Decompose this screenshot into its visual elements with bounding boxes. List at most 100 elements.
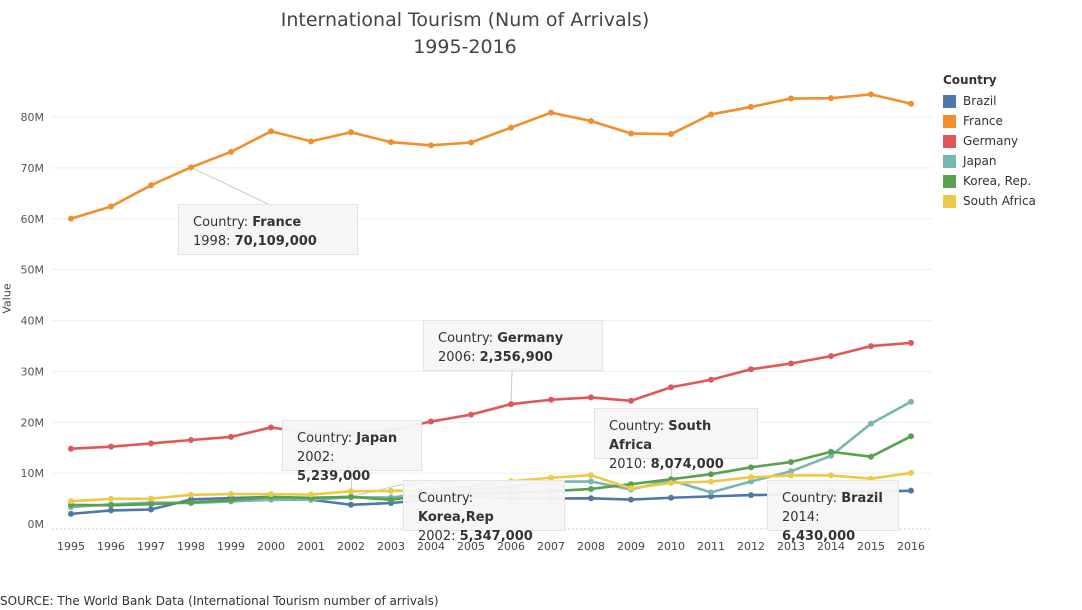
- data-point-korea-rep[interactable]: [588, 485, 594, 492]
- data-point-brazil[interactable]: [748, 492, 754, 499]
- data-point-korea-rep[interactable]: [108, 502, 114, 509]
- data-point-germany[interactable]: [628, 397, 634, 404]
- series-line-germany[interactable]: [70, 341, 912, 451]
- data-point-germany[interactable]: [188, 437, 194, 444]
- data-point-south-africa[interactable]: [828, 472, 834, 479]
- data-point-germany[interactable]: [748, 366, 754, 373]
- data-point-korea-rep[interactable]: [188, 499, 194, 506]
- data-point-germany[interactable]: [148, 440, 154, 447]
- data-point-brazil[interactable]: [68, 510, 74, 517]
- data-point-brazil[interactable]: [348, 501, 354, 508]
- data-point-germany[interactable]: [68, 445, 74, 452]
- data-point-france[interactable]: [348, 129, 354, 136]
- data-point-france[interactable]: [428, 142, 434, 149]
- data-point-france[interactable]: [828, 95, 834, 102]
- x-tick-label: 2012: [737, 540, 765, 553]
- data-point-france[interactable]: [508, 124, 514, 131]
- data-point-france[interactable]: [308, 138, 314, 145]
- data-point-france[interactable]: [68, 215, 74, 222]
- data-point-germany[interactable]: [428, 418, 434, 425]
- data-point-france[interactable]: [228, 148, 234, 155]
- data-point-south-africa[interactable]: [588, 472, 594, 479]
- data-point-brazil[interactable]: [668, 494, 674, 501]
- data-point-germany[interactable]: [828, 353, 834, 360]
- data-point-japan[interactable]: [868, 420, 874, 427]
- data-point-france[interactable]: [708, 111, 714, 118]
- data-point-france[interactable]: [908, 100, 914, 107]
- data-point-germany[interactable]: [228, 433, 234, 440]
- data-point-germany[interactable]: [548, 396, 554, 403]
- data-point-germany[interactable]: [668, 384, 674, 391]
- x-tick-label: 2014: [817, 540, 845, 553]
- data-point-brazil[interactable]: [108, 507, 114, 514]
- data-point-brazil[interactable]: [588, 495, 594, 502]
- data-point-japan[interactable]: [788, 468, 794, 475]
- data-point-south-africa[interactable]: [788, 472, 794, 479]
- data-point-japan[interactable]: [708, 489, 714, 496]
- y-tick-label: 60M: [21, 213, 45, 226]
- data-point-germany[interactable]: [508, 401, 514, 408]
- data-point-japan[interactable]: [748, 478, 754, 485]
- series-line-france[interactable]: [70, 93, 912, 220]
- data-point-korea-rep[interactable]: [788, 459, 794, 466]
- data-point-south-africa[interactable]: [708, 478, 714, 485]
- data-point-brazil[interactable]: [148, 506, 154, 513]
- data-point-germany[interactable]: [108, 443, 114, 450]
- data-point-brazil[interactable]: [628, 496, 634, 503]
- data-point-france[interactable]: [628, 130, 634, 137]
- data-point-germany[interactable]: [588, 394, 594, 401]
- data-point-germany[interactable]: [788, 360, 794, 367]
- data-point-germany[interactable]: [468, 411, 474, 418]
- data-point-france[interactable]: [148, 182, 154, 189]
- data-point-korea-rep[interactable]: [748, 464, 754, 471]
- data-point-japan[interactable]: [908, 398, 914, 405]
- data-point-south-africa[interactable]: [228, 491, 234, 498]
- data-point-korea-rep[interactable]: [908, 433, 914, 440]
- data-point-france[interactable]: [588, 117, 594, 124]
- data-point-south-africa[interactable]: [188, 491, 194, 498]
- y-axis-label: Value: [0, 283, 14, 314]
- data-point-germany[interactable]: [908, 339, 914, 346]
- data-point-south-africa[interactable]: [268, 491, 274, 498]
- data-point-korea-rep[interactable]: [828, 448, 834, 455]
- data-point-south-africa[interactable]: [348, 488, 354, 495]
- data-point-france[interactable]: [268, 128, 274, 135]
- data-point-south-africa[interactable]: [308, 491, 314, 498]
- legend-item-korea[interactable]: Korea, Rep.: [943, 171, 1036, 191]
- data-point-korea-rep[interactable]: [628, 481, 634, 488]
- data-point-france[interactable]: [188, 164, 194, 171]
- legend-item-japan[interactable]: Japan: [943, 151, 1036, 171]
- legend-item-germany[interactable]: Germany: [943, 131, 1036, 151]
- data-point-france[interactable]: [668, 131, 674, 138]
- data-point-brazil[interactable]: [908, 487, 914, 494]
- data-point-korea-rep[interactable]: [868, 453, 874, 460]
- data-point-france[interactable]: [388, 139, 394, 146]
- data-point-germany[interactable]: [708, 376, 714, 383]
- data-point-south-africa[interactable]: [68, 498, 74, 505]
- data-point-south-africa[interactable]: [628, 485, 634, 492]
- legend-item-brazil[interactable]: Brazil: [943, 91, 1036, 111]
- data-point-south-africa[interactable]: [748, 474, 754, 481]
- data-point-korea-rep[interactable]: [388, 496, 394, 503]
- data-point-japan[interactable]: [588, 478, 594, 485]
- data-point-south-africa[interactable]: [668, 479, 674, 486]
- data-point-france[interactable]: [468, 139, 474, 146]
- data-point-france[interactable]: [108, 203, 114, 210]
- data-point-korea-rep[interactable]: [348, 493, 354, 500]
- data-point-south-africa[interactable]: [908, 469, 914, 476]
- data-point-korea-rep[interactable]: [708, 471, 714, 478]
- data-point-france[interactable]: [868, 91, 874, 98]
- data-point-korea-rep[interactable]: [228, 497, 234, 504]
- legend-item-france[interactable]: France: [943, 111, 1036, 131]
- data-point-south-africa[interactable]: [388, 487, 394, 494]
- data-point-germany[interactable]: [868, 343, 874, 350]
- data-point-france[interactable]: [548, 109, 554, 116]
- data-point-south-africa[interactable]: [148, 495, 154, 502]
- data-point-korea-rep[interactable]: [148, 501, 154, 508]
- data-point-france[interactable]: [788, 95, 794, 102]
- legend-item-south-africa[interactable]: South Africa: [943, 191, 1036, 211]
- data-point-germany[interactable]: [268, 424, 274, 431]
- data-point-south-africa[interactable]: [548, 474, 554, 481]
- data-point-france[interactable]: [748, 103, 754, 110]
- data-point-south-africa[interactable]: [108, 495, 114, 502]
